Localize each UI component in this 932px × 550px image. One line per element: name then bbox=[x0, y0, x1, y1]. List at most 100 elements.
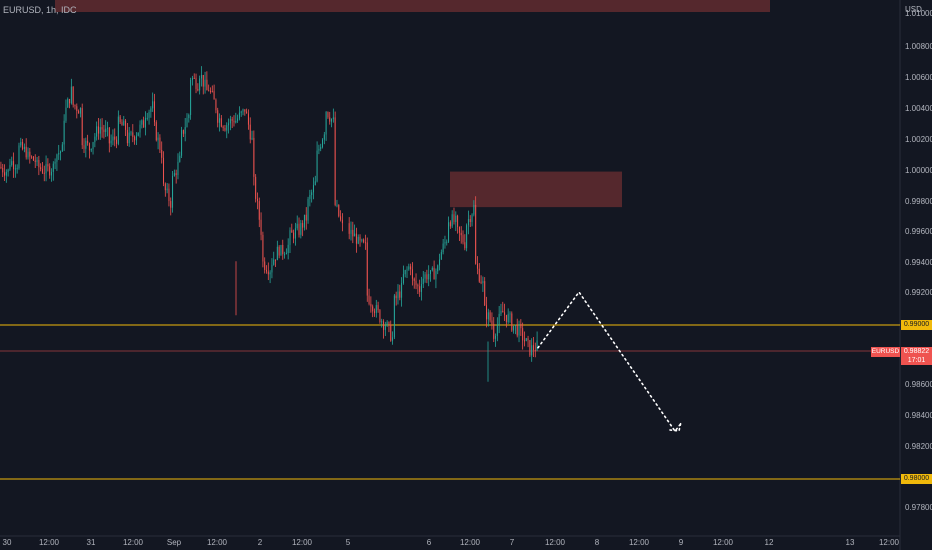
candle-up bbox=[92, 142, 94, 149]
candle-down bbox=[282, 244, 284, 255]
current-price-tag: 0.98822 17:01 bbox=[901, 347, 932, 365]
time-tick: 9 bbox=[678, 538, 684, 547]
candle-down bbox=[372, 306, 374, 312]
candle-up bbox=[184, 127, 186, 134]
price-tick: 1.00200 bbox=[905, 135, 932, 144]
candle-down bbox=[101, 127, 103, 130]
candle-down bbox=[208, 90, 210, 92]
candle-up bbox=[495, 335, 497, 339]
candle-up bbox=[186, 118, 188, 128]
current-price-value: 0.98822 bbox=[903, 348, 930, 355]
candle-up bbox=[455, 215, 457, 222]
candle-down bbox=[390, 324, 392, 341]
candle-up bbox=[285, 252, 287, 255]
candle-up bbox=[422, 278, 424, 285]
candle-down bbox=[217, 110, 219, 123]
candle-down bbox=[388, 322, 390, 325]
candle-down bbox=[395, 295, 397, 299]
candle-up bbox=[157, 137, 159, 141]
candle-down bbox=[155, 122, 157, 141]
candle-up bbox=[128, 132, 130, 144]
candle-up bbox=[446, 241, 448, 243]
candle-down bbox=[267, 271, 269, 275]
candle-down bbox=[476, 263, 478, 269]
candle-up bbox=[146, 117, 148, 119]
candle-up bbox=[451, 214, 453, 227]
candle-down bbox=[247, 113, 249, 125]
candle-down bbox=[209, 90, 211, 92]
candle-down bbox=[103, 129, 105, 132]
candle-down bbox=[368, 295, 370, 304]
candle-down bbox=[426, 274, 428, 280]
candle-down bbox=[31, 156, 33, 158]
candle-up bbox=[448, 222, 450, 242]
candle-down bbox=[529, 340, 531, 356]
candle-up bbox=[135, 135, 137, 141]
candle-up bbox=[401, 283, 403, 298]
candle-down bbox=[489, 312, 491, 321]
current-symbol-tag: EURUSD bbox=[871, 347, 900, 357]
candle-down bbox=[43, 172, 45, 174]
candle-up bbox=[354, 233, 356, 237]
candle-down bbox=[175, 173, 177, 176]
candle-up bbox=[289, 230, 291, 245]
price-tick: 0.99800 bbox=[905, 197, 932, 206]
candle-down bbox=[260, 219, 262, 235]
candle-up bbox=[361, 239, 363, 241]
candle-down bbox=[329, 117, 331, 122]
candle-down bbox=[22, 141, 24, 149]
candle-up bbox=[237, 118, 239, 121]
candle-up bbox=[172, 175, 174, 208]
candle-down bbox=[458, 226, 460, 233]
candle-down bbox=[262, 234, 264, 262]
candle-down bbox=[163, 157, 165, 184]
candle-up bbox=[332, 117, 334, 119]
candle-down bbox=[220, 118, 222, 127]
candle-down bbox=[469, 218, 471, 223]
candle-down bbox=[527, 338, 529, 341]
candle-down bbox=[258, 201, 260, 220]
candle-down bbox=[413, 278, 415, 281]
candle-down bbox=[264, 261, 266, 270]
time-tick: 12:00 bbox=[122, 538, 144, 547]
candle-up bbox=[323, 134, 325, 140]
candle-up bbox=[294, 228, 296, 239]
candle-up bbox=[123, 120, 125, 126]
candle-down bbox=[373, 311, 375, 313]
candle-up bbox=[94, 136, 96, 143]
supply-zone bbox=[55, 0, 770, 12]
candle-up bbox=[498, 313, 500, 325]
candle-up bbox=[381, 321, 383, 323]
candle-down bbox=[379, 310, 381, 323]
candle-up bbox=[309, 195, 311, 199]
price-tick: 0.97800 bbox=[905, 503, 932, 512]
candle-down bbox=[366, 242, 368, 296]
candle-down bbox=[74, 104, 76, 107]
candle-down bbox=[255, 176, 257, 199]
candle-up bbox=[428, 273, 430, 280]
candle-down bbox=[449, 222, 451, 227]
candle-up bbox=[471, 214, 473, 223]
candle-down bbox=[88, 143, 90, 151]
candle-down bbox=[34, 160, 36, 162]
candle-up bbox=[235, 120, 237, 123]
candle-down bbox=[275, 259, 277, 261]
candle-up bbox=[226, 125, 228, 131]
candle-down bbox=[244, 109, 246, 112]
candle-up bbox=[307, 198, 309, 221]
candle-down bbox=[352, 229, 354, 237]
candle-up bbox=[402, 274, 404, 284]
candle-up bbox=[5, 171, 7, 176]
symbol-title[interactable]: EURUSD, 1h, IDC bbox=[3, 5, 77, 15]
candle-down bbox=[72, 86, 74, 105]
candle-down bbox=[293, 232, 295, 239]
candle-up bbox=[139, 124, 141, 133]
candle-down bbox=[327, 112, 329, 118]
candle-down bbox=[341, 219, 343, 224]
candle-down bbox=[0, 166, 2, 169]
price-tick: 1.00000 bbox=[905, 166, 932, 175]
candle-up bbox=[440, 252, 442, 260]
candle-up bbox=[296, 223, 298, 229]
candle-down bbox=[119, 116, 121, 123]
